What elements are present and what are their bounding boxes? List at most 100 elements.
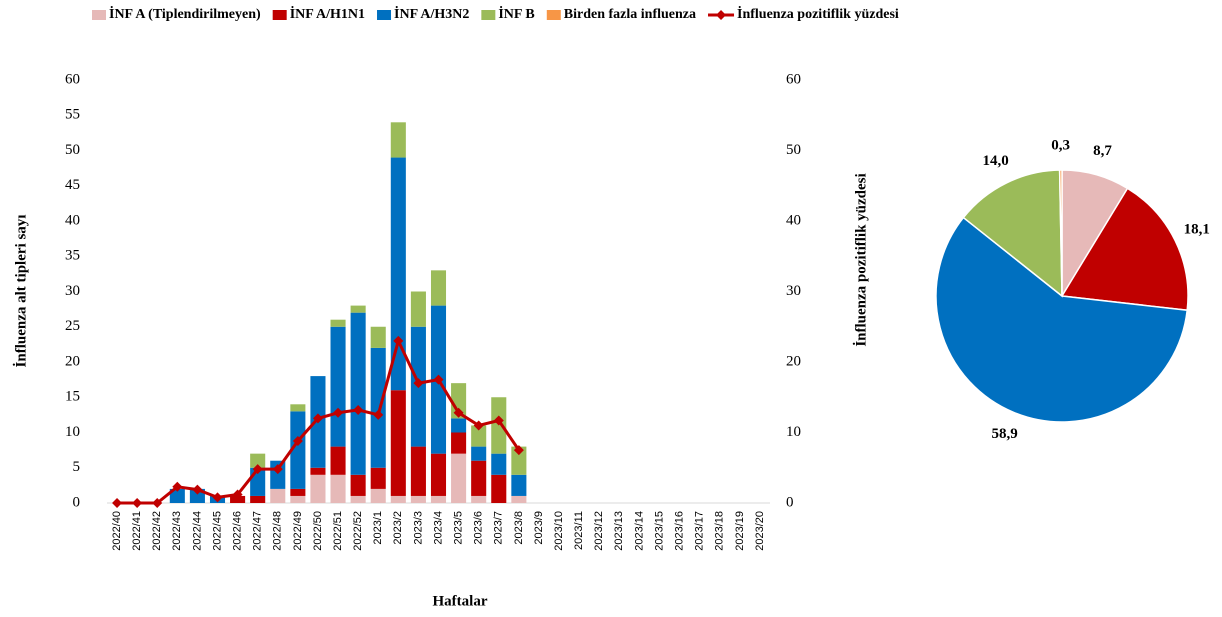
bar-segment	[350, 312, 366, 475]
x-tick-label: 2022/51	[332, 511, 344, 551]
line-marker	[393, 335, 404, 346]
bar-segment	[390, 122, 406, 158]
y-tick-label: 50	[65, 142, 80, 158]
line-marker	[112, 498, 123, 508]
bar-segment	[410, 446, 426, 496]
bar-segment	[370, 347, 386, 468]
legend-label: İNF A/H1N1	[290, 5, 365, 22]
line-marker	[473, 420, 484, 431]
legend-swatch	[377, 10, 392, 20]
x-axis-label: Haftalar	[433, 593, 488, 609]
x-tick-label: 2023/5	[452, 511, 464, 545]
line-marker	[272, 464, 283, 475]
y-axis-label: İnfluenza alt tipleri sayı	[12, 215, 29, 368]
line-marker	[413, 378, 424, 389]
bar-segment	[330, 319, 346, 327]
bar-segment	[451, 432, 467, 454]
y-tick-label: 40	[65, 212, 80, 228]
bar-segment	[370, 488, 386, 503]
x-tick-label: 2023/11	[573, 511, 585, 550]
bar-segment	[491, 453, 507, 475]
line-marker	[353, 404, 364, 415]
x-tick-label: 2023/7	[493, 511, 505, 545]
bar-segment	[330, 474, 346, 503]
y-tick-label: 60	[65, 71, 80, 87]
x-tick-label: 2022/46	[231, 511, 243, 551]
pie-label: 0,3	[1051, 137, 1070, 153]
x-tick-label: 2022/44	[191, 511, 203, 551]
bar-segment	[330, 446, 346, 475]
line-marker	[192, 484, 203, 495]
pie-slice	[935, 216, 1189, 423]
bar-segment	[410, 291, 426, 327]
y2-axis-label: İnfluenza pozitiflik yüzdesi	[852, 173, 869, 346]
x-tick-label: 2023/12	[593, 511, 605, 551]
line-marker	[252, 464, 263, 475]
y2-tick-label: 0	[786, 494, 794, 510]
x-tick-label: 2023/20	[754, 511, 766, 551]
bar-segment	[350, 305, 366, 313]
legend-swatch-marker	[716, 10, 727, 20]
x-tick-label: 2022/43	[171, 511, 183, 551]
bar-segment	[290, 488, 306, 496]
line-marker	[172, 481, 183, 492]
bar-segment	[511, 474, 527, 496]
y-tick-label: 30	[65, 283, 80, 299]
bar-segment	[370, 467, 386, 489]
y2-tick-label: 30	[786, 283, 801, 299]
x-tick-label: 2022/40	[111, 511, 123, 551]
bar-segment	[410, 495, 426, 503]
legend-label: İNF A (Tiplendirilmeyen)	[109, 5, 261, 22]
line-marker	[373, 409, 384, 420]
y2-tick-label: 20	[786, 353, 801, 369]
x-tick-label: 2023/17	[694, 511, 706, 551]
x-tick-label: 2022/50	[312, 511, 324, 551]
line-marker	[292, 435, 303, 446]
line-marker	[493, 415, 504, 426]
bar-segment	[451, 418, 467, 433]
y2-tick-label: 10	[786, 424, 801, 440]
x-tick-label: 2023/18	[714, 511, 726, 551]
x-tick-label: 2023/4	[432, 511, 444, 545]
x-tick-label: 2022/49	[292, 511, 304, 551]
line-marker	[132, 498, 143, 508]
x-tick-label: 2023/14	[633, 511, 645, 551]
x-tick-label: 2023/13	[613, 511, 625, 551]
legend-label: İNF A/H3N2	[394, 5, 469, 22]
x-tick-label: 2022/45	[211, 511, 223, 551]
y2-tick-label: 50	[786, 142, 801, 158]
pie-label: 8,7	[1093, 143, 1112, 159]
pie-slice	[962, 169, 1063, 298]
legend-swatch	[272, 10, 287, 20]
y-tick-label: 45	[65, 177, 80, 193]
legend-swatch	[92, 10, 106, 20]
pie-label: 14,0	[982, 153, 1008, 169]
bar-segment	[330, 326, 346, 447]
x-tick-label: 2022/52	[352, 511, 364, 551]
line-marker	[312, 413, 323, 424]
x-tick-label: 2023/9	[533, 511, 545, 545]
bar-segment	[270, 488, 286, 503]
bar-segment	[430, 495, 447, 503]
y-tick-label: 0	[73, 494, 81, 510]
legend-label: İnfluenza pozitiflik yüzdesi	[737, 5, 899, 22]
x-tick-label: 2023/10	[553, 511, 565, 551]
x-tick-label: 2022/48	[272, 511, 284, 551]
line-marker	[453, 407, 464, 418]
legend-label: İNF B	[498, 5, 534, 22]
bar-segment	[511, 446, 527, 475]
bar-segment	[350, 474, 366, 496]
y2-tick-label: 60	[786, 71, 801, 87]
bar-segment	[451, 383, 467, 419]
x-tick-label: 2023/3	[412, 511, 424, 545]
bar-segment	[350, 495, 366, 503]
x-tick-label: 2023/16	[673, 511, 685, 551]
y-tick-label: 55	[65, 107, 80, 123]
bar-segment	[471, 495, 487, 503]
bar-segment	[451, 453, 467, 503]
legend-swatch	[481, 10, 496, 20]
bar-segment	[370, 326, 386, 348]
line-marker	[333, 407, 344, 418]
bar-segment	[290, 495, 306, 503]
